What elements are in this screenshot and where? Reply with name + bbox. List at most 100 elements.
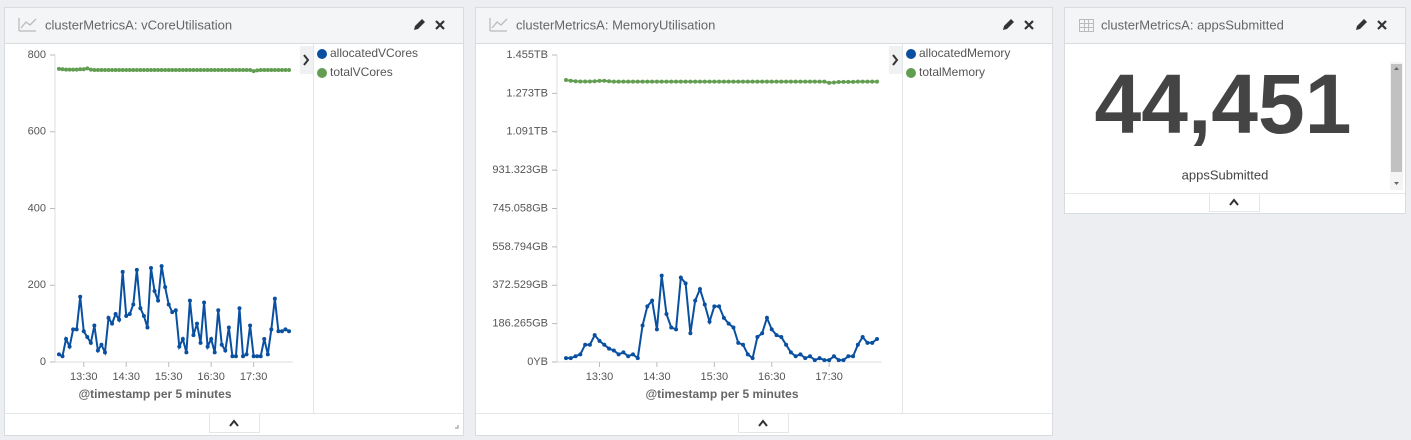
y-tick-label: 372.529GB: [492, 279, 548, 291]
data-point: [865, 340, 870, 345]
data-point: [81, 67, 86, 72]
data-point: [187, 67, 192, 72]
data-point: [568, 78, 573, 83]
data-point: [166, 67, 171, 72]
data-point: [251, 354, 256, 359]
data-point: [726, 321, 731, 326]
data-point: [255, 68, 260, 73]
legend-toggle[interactable]: [300, 46, 902, 74]
data-point: [141, 67, 146, 72]
panel-headers: [4, 7, 1406, 44]
data-point: [283, 327, 288, 332]
data-point: [251, 69, 256, 74]
legend-swatch: [906, 68, 916, 78]
data-point: [635, 79, 640, 84]
y-tick-label: 1.455TB: [506, 49, 548, 61]
data-point: [279, 329, 284, 334]
data-point: [760, 331, 765, 336]
legend-label[interactable]: allocatedMemory: [919, 46, 1010, 60]
data-point: [683, 281, 688, 286]
resize-handle[interactable]: [455, 425, 459, 429]
data-point: [860, 79, 865, 84]
data-point: [134, 267, 139, 272]
data-point: [674, 79, 679, 84]
data-point: [630, 352, 635, 357]
data-point: [875, 336, 880, 341]
metric-label: appsSubmitted: [1182, 167, 1269, 182]
edit-icon[interactable]: [414, 19, 1367, 30]
legend-swatch: [317, 68, 327, 78]
data-point: [784, 342, 789, 347]
data-point: [212, 350, 217, 355]
data-point: [817, 356, 822, 361]
data-point: [760, 79, 765, 84]
data-point: [788, 79, 793, 84]
data-point: [233, 67, 238, 72]
scrollbar[interactable]: [1390, 62, 1403, 190]
data-point: [226, 67, 231, 72]
data-point: [621, 79, 626, 84]
legend-label[interactable]: allocatedVCores: [330, 46, 418, 60]
data-point: [741, 342, 746, 347]
data-point: [597, 78, 602, 83]
data-point: [265, 352, 270, 357]
panel-title: clusterMetricsA: vCoreUtilisation: [45, 17, 232, 32]
x-tick-label: 17:30: [815, 371, 843, 383]
data-point: [678, 275, 683, 280]
data-point: [697, 287, 702, 292]
data-point: [774, 79, 779, 84]
data-point: [721, 315, 726, 320]
data-point: [287, 329, 292, 334]
collapse-button[interactable]: [209, 193, 1260, 433]
data-point: [124, 313, 129, 318]
data-point: [860, 335, 865, 340]
data-point: [226, 325, 231, 330]
data-point: [223, 67, 228, 72]
data-point: [717, 79, 722, 84]
data-point: [851, 79, 856, 84]
data-point: [803, 356, 808, 361]
data-point: [674, 327, 679, 332]
data-point: [865, 79, 870, 84]
data-point: [276, 329, 281, 334]
data-point: [255, 354, 260, 359]
data-point: [659, 79, 664, 84]
data-point: [219, 67, 224, 72]
data-point: [654, 327, 659, 332]
data-point: [563, 356, 568, 361]
data-point: [870, 79, 875, 84]
data-point: [650, 298, 655, 303]
data-point: [812, 79, 817, 84]
data-point: [626, 354, 631, 359]
data-point: [563, 77, 568, 82]
data-point: [237, 67, 242, 72]
data-point: [587, 342, 592, 347]
data-point: [127, 312, 132, 317]
data-point: [78, 67, 83, 72]
data-point: [808, 79, 813, 84]
data-point: [870, 340, 875, 345]
legend-label[interactable]: totalMemory: [919, 65, 985, 79]
data-point: [602, 342, 607, 347]
data-point: [578, 352, 583, 357]
data-point: [127, 67, 132, 72]
close-icon[interactable]: [435, 20, 1387, 30]
x-tick-label: 14:30: [643, 371, 671, 383]
x-tick-label: 14:30: [112, 371, 140, 383]
data-point: [205, 67, 210, 72]
data-point: [750, 79, 755, 84]
y-tick-label: 400: [28, 202, 46, 214]
data-point: [209, 67, 214, 72]
y-tick-label: 558.794GB: [492, 241, 548, 253]
legend-label[interactable]: totalVCores: [330, 65, 393, 79]
x-tick-label: 16:30: [197, 371, 225, 383]
data-point: [241, 67, 246, 72]
data-point: [258, 67, 263, 72]
y-tick-label: 0YB: [527, 356, 548, 368]
data-point: [88, 67, 93, 72]
data-point: [173, 67, 178, 72]
data-point: [141, 313, 146, 318]
data-point: [272, 67, 277, 72]
data-point: [163, 285, 168, 290]
data-point: [233, 354, 238, 359]
